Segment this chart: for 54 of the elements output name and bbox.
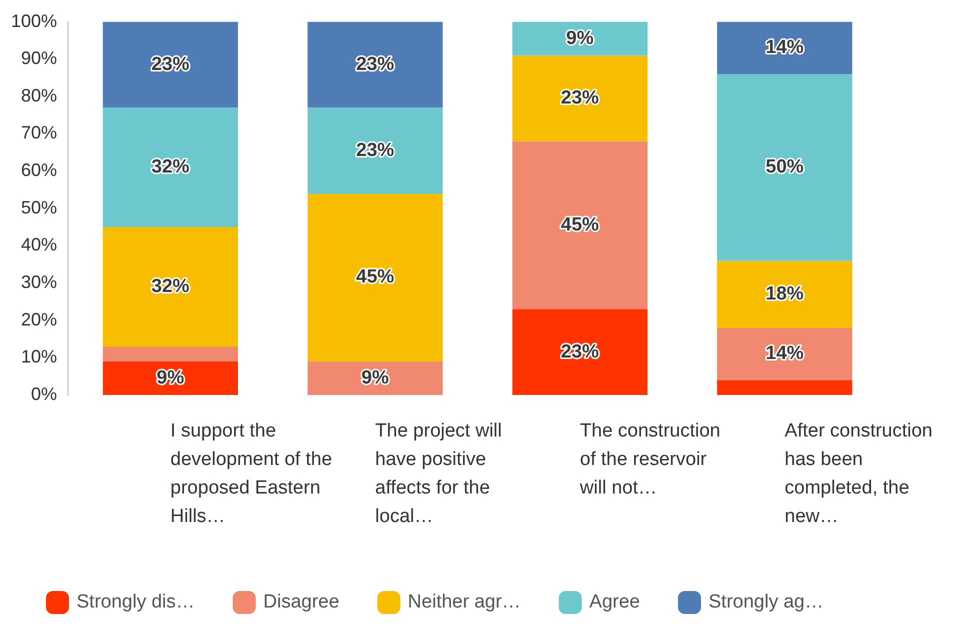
y-tick-label: 70% [21,122,58,143]
data-label: 50% [766,156,804,178]
y-tick-label: 10% [21,346,58,367]
bar [102,346,238,362]
x-tick-label: I support the development of the proposed Eastern Hills… [170,420,332,527]
data-label: 23% [151,54,190,75]
y-tick-label: 90% [21,48,58,68]
bar [512,22,648,56]
data-label: 32% [151,276,190,298]
bar [717,74,852,261]
y-tick-label: 60% [21,160,58,180]
y-tick-label: 100% [10,10,58,31]
legend-label: Disagree [263,592,340,613]
y-tick-label: 30% [21,272,58,292]
data-label: 14% [766,343,804,364]
bar [102,361,238,395]
legend-label: Strongly dis… [76,592,195,613]
data-label: 9% [156,367,184,388]
bar [308,193,443,362]
x-tick-label: The project will have positive affects for the local… [375,420,502,527]
legend-label: Agree [589,592,640,613]
bar [512,141,648,310]
y-tick-label: 40% [21,234,58,255]
bar [308,22,443,108]
bar [102,22,238,108]
data-label: 14% [766,37,804,58]
data-label: 9% [361,367,389,388]
x-tick-label: The construction of the reservoir will not… [578,420,720,498]
data-label: 23% [560,341,600,362]
data-label: 9% [566,28,594,49]
bar [717,260,852,328]
bar [512,309,648,395]
bar [717,380,852,395]
y-tick-label: 0% [31,384,58,404]
data-label: 23% [356,54,394,75]
data-label: 32% [151,156,190,178]
legend-label: Strongly ag… [708,592,824,613]
bar [512,55,648,142]
data-label: 45% [560,214,600,236]
bar [717,22,852,74]
bar [308,108,443,194]
data-label: 23% [560,88,600,109]
data-label: 18% [766,283,804,304]
bar [717,328,852,380]
data-label: 23% [356,140,394,161]
data-label: 45% [356,266,394,288]
legend-label: Neither agr… [408,592,521,613]
bar [308,361,443,395]
bar [102,108,238,228]
y-tick-label: 80% [21,85,58,106]
x-tick-label: After construction has been completed, the new… [784,420,932,527]
y-tick-label: 20% [21,309,58,330]
y-tick-label: 50% [21,197,58,218]
bar [102,227,238,346]
